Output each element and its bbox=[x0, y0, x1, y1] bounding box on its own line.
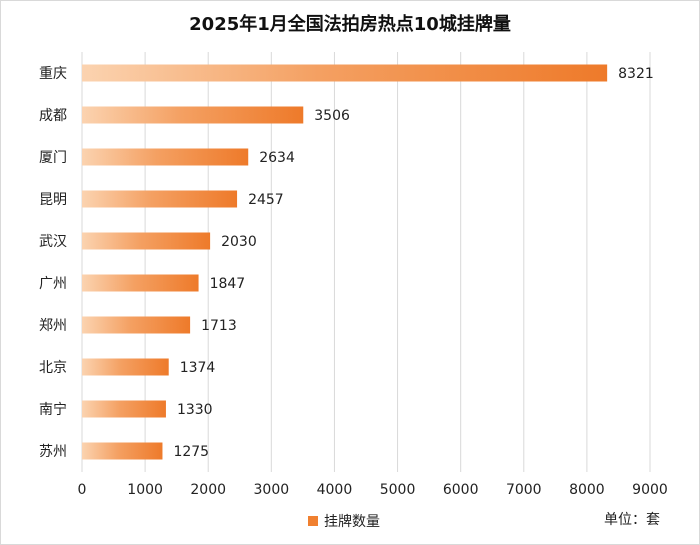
bar-郑州 bbox=[82, 316, 191, 334]
legend-swatch bbox=[308, 516, 318, 526]
x-tick-label: 2000 bbox=[190, 482, 226, 498]
chart-title: 2025年1月全国法拍房热点10城挂牌量 bbox=[189, 14, 511, 35]
value-label: 2030 bbox=[221, 234, 257, 250]
category-label: 成都 bbox=[39, 108, 67, 124]
category-label: 厦门 bbox=[39, 150, 67, 166]
value-label: 2634 bbox=[259, 150, 295, 166]
value-label: 1847 bbox=[210, 276, 246, 292]
x-tick-label: 4000 bbox=[317, 482, 353, 498]
bar-昆明 bbox=[82, 190, 238, 208]
x-tick-label: 5000 bbox=[380, 482, 416, 498]
bar-苏州 bbox=[82, 442, 163, 460]
category-label: 苏州 bbox=[39, 444, 67, 460]
value-label: 1374 bbox=[180, 360, 216, 376]
unit-label: 单位：套 bbox=[604, 512, 660, 528]
value-label: 1275 bbox=[173, 444, 209, 460]
value-label: 1713 bbox=[201, 318, 237, 334]
category-label: 南宁 bbox=[39, 401, 67, 418]
value-labels: 8321 3506 2634 2457 2030 1847 1713 1374 1330 1275 bbox=[173, 66, 653, 460]
x-tick-label: 0 bbox=[78, 482, 87, 498]
bar-南宁 bbox=[82, 400, 166, 418]
x-tick-label: 3000 bbox=[254, 482, 290, 498]
x-tick-label: 7000 bbox=[506, 482, 542, 498]
category-label: 重庆 bbox=[39, 66, 67, 82]
category-label: 广州 bbox=[39, 276, 67, 292]
bar-广州 bbox=[82, 274, 199, 292]
legend-label: 挂牌数量 bbox=[324, 514, 380, 530]
bar-武汉 bbox=[82, 232, 211, 250]
category-label: 昆明 bbox=[39, 192, 67, 208]
bars bbox=[82, 64, 608, 460]
bar-重庆 bbox=[82, 64, 608, 82]
value-label: 8321 bbox=[618, 66, 654, 82]
x-tick-label: 1000 bbox=[127, 482, 163, 498]
bar-厦门 bbox=[82, 148, 249, 166]
bar-北京 bbox=[82, 358, 169, 376]
category-label: 北京 bbox=[39, 360, 67, 376]
value-label: 3506 bbox=[314, 108, 350, 124]
x-tick-label: 8000 bbox=[569, 482, 605, 498]
value-label: 2457 bbox=[248, 192, 284, 208]
category-label: 武汉 bbox=[39, 234, 67, 250]
x-tick-label: 9000 bbox=[632, 482, 668, 498]
category-label: 郑州 bbox=[39, 318, 67, 334]
value-label: 1330 bbox=[177, 402, 213, 418]
x-tick-labels: 0 1000 2000 3000 4000 5000 6000 7000 8000 9000 bbox=[78, 482, 668, 498]
legend: 挂牌数量 bbox=[308, 511, 380, 531]
x-tick-label: 6000 bbox=[443, 482, 479, 498]
grid-lines bbox=[81, 52, 651, 472]
bar-成都 bbox=[82, 106, 304, 124]
